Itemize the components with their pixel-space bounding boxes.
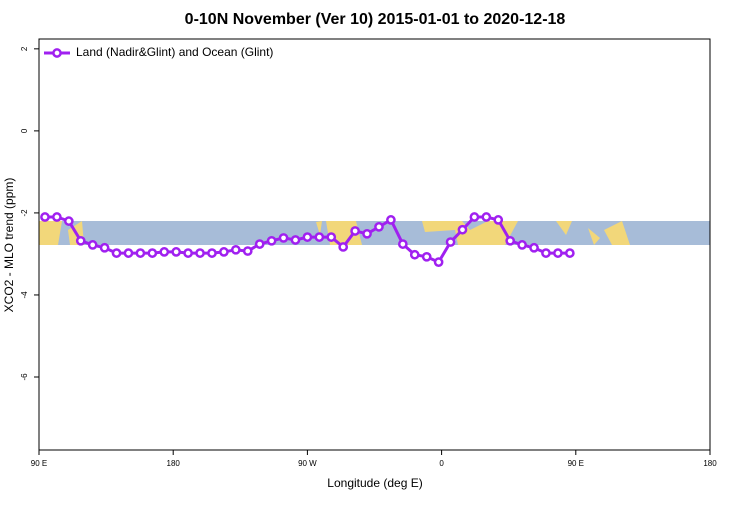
data-point (75, 235, 86, 246)
data-point (445, 237, 456, 247)
data-point (493, 215, 504, 225)
x-tick-label: 90 W (298, 459, 317, 468)
data-point (409, 249, 420, 260)
data-point (171, 247, 182, 257)
y-tick-label: 2 (20, 46, 29, 51)
data-point (338, 242, 349, 252)
data-point (87, 240, 98, 250)
data-point (362, 228, 372, 239)
y-tick-label: 0 (20, 128, 29, 133)
data-point (278, 233, 289, 243)
data-point (505, 235, 516, 246)
legend-marker (52, 48, 62, 58)
data-point (195, 248, 205, 258)
x-axis-label: Longitude (deg E) (327, 476, 422, 490)
data-point (302, 232, 313, 242)
data-point (553, 248, 563, 258)
land (422, 221, 518, 245)
y-tick-label: -6 (20, 373, 29, 381)
chart-title: 0-10N November (Ver 10) 2015-01-01 to 20… (185, 11, 566, 28)
data-point (254, 239, 265, 249)
data-point (326, 232, 337, 242)
data-point (230, 244, 241, 255)
data-point (99, 242, 110, 253)
land (588, 228, 600, 245)
data-point (207, 248, 217, 258)
data-point (469, 212, 480, 222)
data-point (123, 248, 134, 258)
x-tick-label: 90 E (31, 459, 47, 468)
data-point (290, 235, 301, 245)
data-point (52, 212, 62, 222)
data-point (564, 248, 575, 258)
y-axis-label: XCO2 - MLO trend (ppm) (2, 178, 16, 313)
data-point (63, 216, 74, 226)
x-tick-label: 90 E (568, 459, 584, 468)
data-point (397, 239, 408, 249)
data-point (40, 212, 50, 222)
x-tick-label: 180 (703, 459, 717, 468)
land (556, 221, 572, 235)
y-tick-label: -4 (20, 291, 29, 299)
data-point (386, 215, 396, 225)
data-point (517, 240, 527, 250)
data-point (135, 248, 146, 258)
map-strip (39, 221, 710, 245)
data-point (242, 246, 253, 256)
legend-label: Land (Nadir&Glint) and Ocean (Glint) (76, 45, 273, 59)
data-point (374, 222, 384, 232)
data-point (433, 257, 444, 267)
data-point (159, 247, 170, 257)
data-point (481, 212, 492, 222)
data-point (266, 235, 277, 246)
data-point (147, 248, 158, 258)
x-tick-label: 180 (167, 459, 181, 468)
x-tick-label: 0 (439, 459, 444, 468)
data-point (350, 226, 360, 236)
data-point (529, 242, 539, 253)
plot-frame (38, 38, 711, 451)
land (604, 221, 630, 245)
data-point (541, 248, 551, 258)
data-point (111, 248, 122, 258)
land (316, 221, 322, 235)
data-point (314, 232, 325, 242)
y-tick-label: -2 (20, 209, 29, 217)
data-point (183, 248, 193, 258)
data-point (219, 247, 229, 257)
data-point (421, 251, 432, 262)
land (39, 221, 62, 245)
data-point (457, 224, 468, 235)
